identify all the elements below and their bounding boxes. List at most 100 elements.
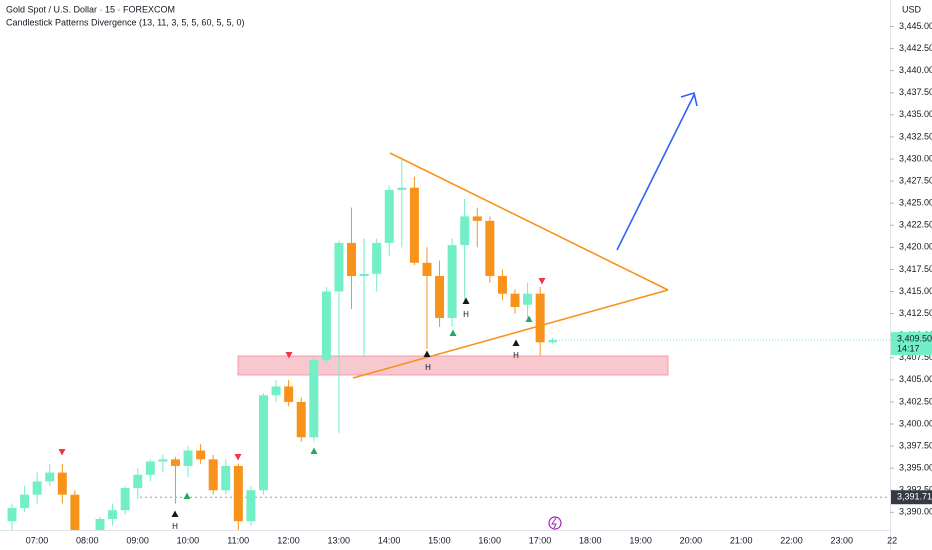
candle-body (246, 490, 256, 522)
triangle-lower-line (352, 289, 669, 379)
candle-body (45, 472, 55, 482)
event-icon-bolt (551, 517, 557, 529)
x-tick-label: 15:00 (428, 535, 451, 545)
y-tick-label: 3,407.50 (899, 352, 932, 362)
y-tick-label: 3,430.00 (899, 153, 932, 163)
candle-body (535, 293, 545, 343)
pattern-label: H (172, 522, 178, 531)
candle-body (57, 472, 67, 495)
support-zone (237, 355, 669, 376)
candle-body (271, 386, 281, 396)
candle-body (460, 216, 470, 246)
candle-body (183, 450, 193, 466)
x-tick-label: 19:00 (629, 535, 652, 545)
candle-body (233, 465, 243, 522)
x-tick-label: 08:00 (76, 535, 99, 545)
candle-body (20, 494, 30, 508)
y-tick-label: 3,437.50 (899, 87, 932, 97)
x-tick-label: 17:00 (529, 535, 552, 545)
x-tick-label: 13:00 (328, 535, 351, 545)
x-tick-label: 20:00 (680, 535, 703, 545)
signal-down (538, 278, 546, 285)
last-price-label: 3,409.50 (897, 333, 932, 343)
last-price-tag (891, 332, 932, 356)
pattern-label: H (425, 363, 431, 372)
x-tick-label: 12:00 (277, 535, 300, 545)
candle-body (485, 220, 495, 277)
candle-body (145, 461, 155, 475)
overlays: H H H H (58, 91, 698, 531)
signal-up (462, 297, 470, 304)
signal-up (310, 447, 318, 454)
y-tick-label: 3,432.50 (899, 131, 932, 141)
y-tick-label: 3,405.00 (899, 374, 932, 384)
y-tick-label: 3,442.50 (899, 43, 932, 53)
candle-body (221, 465, 231, 491)
y-tick-label: 3,422.50 (899, 220, 932, 230)
candle-body (397, 187, 407, 190)
x-tick-label: 11:00 (227, 535, 249, 545)
candle-body (372, 242, 382, 274)
event-icon[interactable] (548, 516, 562, 530)
signal-up (449, 329, 457, 336)
countdown-label: 14:17 (897, 343, 920, 353)
candle-body (334, 242, 344, 292)
y-tick-label: 3,392.50 (899, 485, 932, 495)
triangle-upper-line (389, 152, 669, 291)
y-tick-label: 3,397.50 (899, 440, 932, 450)
x-tick-label: 14:00 (378, 535, 401, 545)
candle-body (347, 242, 357, 277)
candle-body (108, 510, 118, 519)
candle-body (120, 488, 130, 511)
y-tick-label: 3,417.50 (899, 264, 932, 274)
candle-body (208, 459, 218, 491)
reference-price-label: 3,391.71 (897, 492, 932, 502)
candle-body (95, 518, 105, 530)
candle-body (259, 395, 268, 491)
pattern-label: H (513, 351, 519, 360)
signal-up (183, 492, 191, 499)
candle-body (196, 450, 206, 460)
indicator-label: Candlestick Patterns Divergence (13, 11,… (6, 17, 244, 27)
candle-body (158, 459, 168, 462)
y-tick-label: 3,445.00 (899, 21, 932, 31)
candle-body (472, 216, 482, 221)
projection-arrow (616, 94, 695, 251)
x-tick-label: 18:00 (579, 535, 602, 545)
reference-price-tag (891, 490, 932, 505)
chart-title: Gold Spot / U.S. Dollar · 15 · FOREXCOM (6, 4, 175, 14)
candle-body (523, 293, 533, 305)
signal-up (171, 510, 179, 517)
y-tick-label: 3,395.00 (899, 463, 932, 473)
arrow-head (680, 91, 698, 107)
candle-body (359, 273, 369, 277)
y-tick-label: 3,415.00 (899, 286, 932, 296)
y-tick-label: 3,390.00 (899, 507, 932, 517)
candle-body (7, 507, 17, 522)
candle-body (296, 401, 306, 438)
signal-down (234, 454, 242, 461)
candle-body (447, 245, 457, 318)
y-tick-label: 3,425.00 (899, 198, 932, 208)
plot-area (7, 159, 890, 530)
x-tick-label: 07:00 (26, 535, 49, 545)
candle-body (422, 262, 432, 277)
candle-body (133, 474, 143, 489)
x-tick-label: 09:00 (126, 535, 149, 545)
candle-body (309, 359, 319, 438)
y-tick-label: 3,400.00 (899, 418, 932, 428)
candle-body (510, 293, 520, 307)
candle-body (497, 276, 507, 294)
signal-up (512, 339, 520, 346)
signal-down (58, 449, 66, 456)
x-tick-label: 10:00 (177, 535, 200, 545)
candle-body (321, 291, 331, 360)
y-tick-label: 3,412.50 (899, 308, 932, 318)
y-tick-label: 3,435.00 (899, 109, 932, 119)
y-tick-label: 3,440.00 (899, 65, 932, 75)
candle-body (32, 481, 42, 495)
candle-body (170, 459, 180, 466)
candle-body (435, 276, 445, 318)
